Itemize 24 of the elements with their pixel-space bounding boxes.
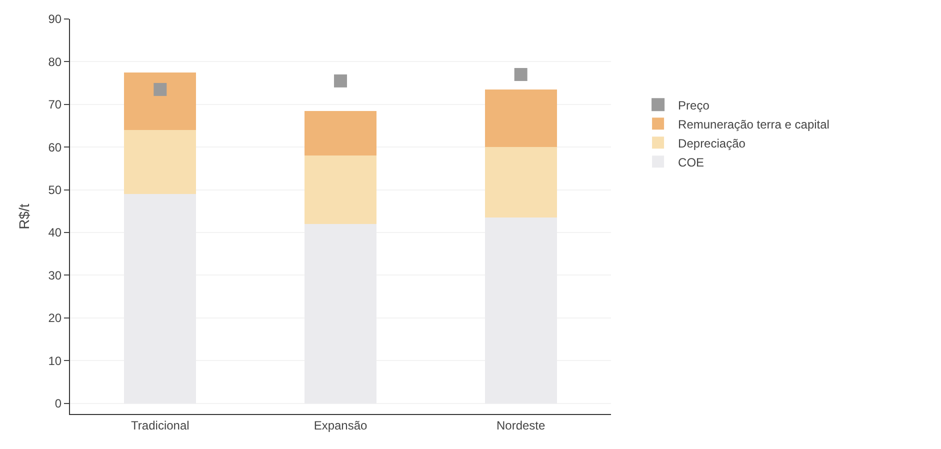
bar <box>304 156 377 224</box>
y-tick-label: 50 <box>48 183 62 198</box>
y-tick-label: 90 <box>48 12 62 26</box>
y-tick-label: 80 <box>48 54 62 69</box>
y-tick-label: 0 <box>54 396 62 411</box>
bar <box>484 89 557 148</box>
y-tick-label: 60 <box>48 140 62 154</box>
legend-label: Depreciação <box>678 136 746 150</box>
y-tick-label: 70 <box>48 98 62 112</box>
bar <box>124 72 196 130</box>
y-tick-label: 30 <box>48 268 62 282</box>
legend-label: Preço <box>678 98 710 112</box>
legend-label: COE <box>678 155 704 170</box>
x-tick-label: Tradicional <box>131 418 190 432</box>
y-tick-label: 10 <box>48 354 62 368</box>
x-tick-label: Expansão <box>314 418 368 432</box>
x-tick-label: Nordeste <box>496 418 546 432</box>
bar <box>484 147 557 218</box>
bar <box>304 110 377 156</box>
bar <box>124 130 196 194</box>
y-axis-title: R$/t <box>16 204 32 230</box>
y-tick-label: 20 <box>48 311 62 326</box>
y-tick-label: 40 <box>48 226 62 240</box>
legend-label: Remuneração terra e capital <box>678 117 830 132</box>
